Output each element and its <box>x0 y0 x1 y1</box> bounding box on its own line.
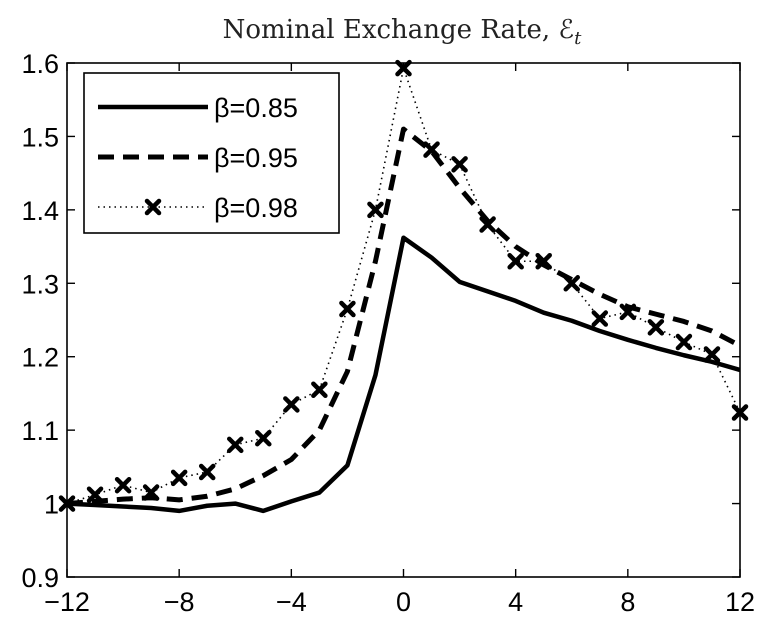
series-2-marker-10 <box>339 300 356 318</box>
series-2-marker-10-stroke-b <box>339 300 356 318</box>
legend-box <box>83 72 340 234</box>
legend-marker-2 <box>144 198 162 216</box>
series-2-marker-15 <box>479 216 496 233</box>
y-tick-label-4: 1.3 <box>21 269 59 299</box>
series-2-marker-5 <box>198 463 216 481</box>
x-tick-label-1: −8 <box>164 587 195 617</box>
series-2-marker-6 <box>227 436 244 454</box>
y-tick-label-7: 1.6 <box>21 49 59 79</box>
plot-area <box>58 59 749 514</box>
series-2-marker-2 <box>114 476 132 494</box>
series-2-marker-19-stroke-b <box>591 310 609 327</box>
x-tick-label-6: 12 <box>725 587 755 617</box>
series-2-marker-21-stroke-b <box>647 319 665 336</box>
series-2-marker-21 <box>647 319 665 336</box>
y-tick-label-5: 1.4 <box>21 196 59 226</box>
series-2-marker-16 <box>507 253 524 270</box>
series-2-marker-14-stroke-b <box>451 156 468 173</box>
series-2-marker-6-stroke-b <box>227 436 244 454</box>
series-2-marker-11 <box>367 201 384 219</box>
series-2-marker-3 <box>142 484 160 501</box>
series-2-marker-23-stroke-b <box>703 346 721 363</box>
y-tick-label-1: 1 <box>44 490 59 520</box>
x-tick-label-3: 0 <box>396 587 411 617</box>
series-2-marker-22 <box>675 333 693 351</box>
series-2-marker-17 <box>535 253 552 270</box>
chart-title-main: Nominal Exchange Rate, ℰ <box>223 15 574 45</box>
series-2-marker-11-stroke-b <box>367 201 384 219</box>
series-2-marker-15-stroke-b <box>479 216 496 233</box>
series-2-marker-18 <box>563 275 580 292</box>
series-2-marker-14 <box>451 156 468 173</box>
series-2-marker-9 <box>311 381 328 399</box>
legend-marker-2-stroke-b <box>144 198 162 216</box>
legend-label-2: β=0.98 <box>214 193 298 223</box>
series-2-marker-4 <box>170 469 188 487</box>
series-2-marker-13-stroke-b <box>423 141 440 158</box>
y-tick-label-6: 1.5 <box>21 122 59 152</box>
x-tick-label-0: −12 <box>44 587 90 617</box>
series-2-marker-13 <box>423 141 440 158</box>
series-2-marker-23 <box>703 346 721 363</box>
series-2-marker-20 <box>619 303 637 321</box>
series-2-marker-1 <box>86 486 104 504</box>
series-2-marker-22-stroke-b <box>675 333 693 351</box>
legend-label-1: β=0.95 <box>214 143 298 173</box>
x-tick-label-4: 4 <box>508 587 523 617</box>
y-tick-label-0: 0.9 <box>21 563 59 593</box>
series-2-marker-7-stroke-b <box>255 429 272 447</box>
series-line-1 <box>67 126 740 507</box>
series-2-marker-8 <box>283 396 300 413</box>
series-2-marker-3-stroke-b <box>142 484 160 501</box>
series-2-marker-16-stroke-b <box>507 253 524 270</box>
legend-label-0: β=0.85 <box>214 93 298 123</box>
series-2-marker-9-stroke-b <box>311 381 328 399</box>
series-2-marker-2-stroke-b <box>114 476 132 494</box>
series-2-marker-4-stroke-b <box>170 469 188 487</box>
chart-title-subscript: t <box>574 28 582 49</box>
series-2-marker-17-stroke-b <box>535 253 552 270</box>
series-2-marker-20-stroke-b <box>619 303 637 321</box>
chart-title: Nominal Exchange Rate, ℰt <box>223 15 582 49</box>
series-group <box>67 67 740 514</box>
series-2-marker-18-stroke-b <box>563 275 580 292</box>
series-2-marker-19 <box>591 310 609 327</box>
y-tick-label-2: 1.1 <box>21 416 59 446</box>
series-line-0 <box>67 235 740 514</box>
series-2-marker-1-stroke-b <box>86 486 104 504</box>
x-tick-label-5: 8 <box>620 587 635 617</box>
y-tick-label-3: 1.2 <box>21 343 59 373</box>
legend: β=0.85 β=0.95 β=0.98 <box>83 72 340 234</box>
axes: −12 −8 −4 0 4 8 12 0.9 1 1.1 1.2 1.3 1.4 1.5 1.6 <box>21 49 755 617</box>
series-2-marker-8-stroke-b <box>283 396 300 413</box>
series-2-marker-5-stroke-b <box>198 463 216 481</box>
series-2-marker-7 <box>255 429 272 447</box>
x-tick-label-2: −4 <box>276 587 307 617</box>
